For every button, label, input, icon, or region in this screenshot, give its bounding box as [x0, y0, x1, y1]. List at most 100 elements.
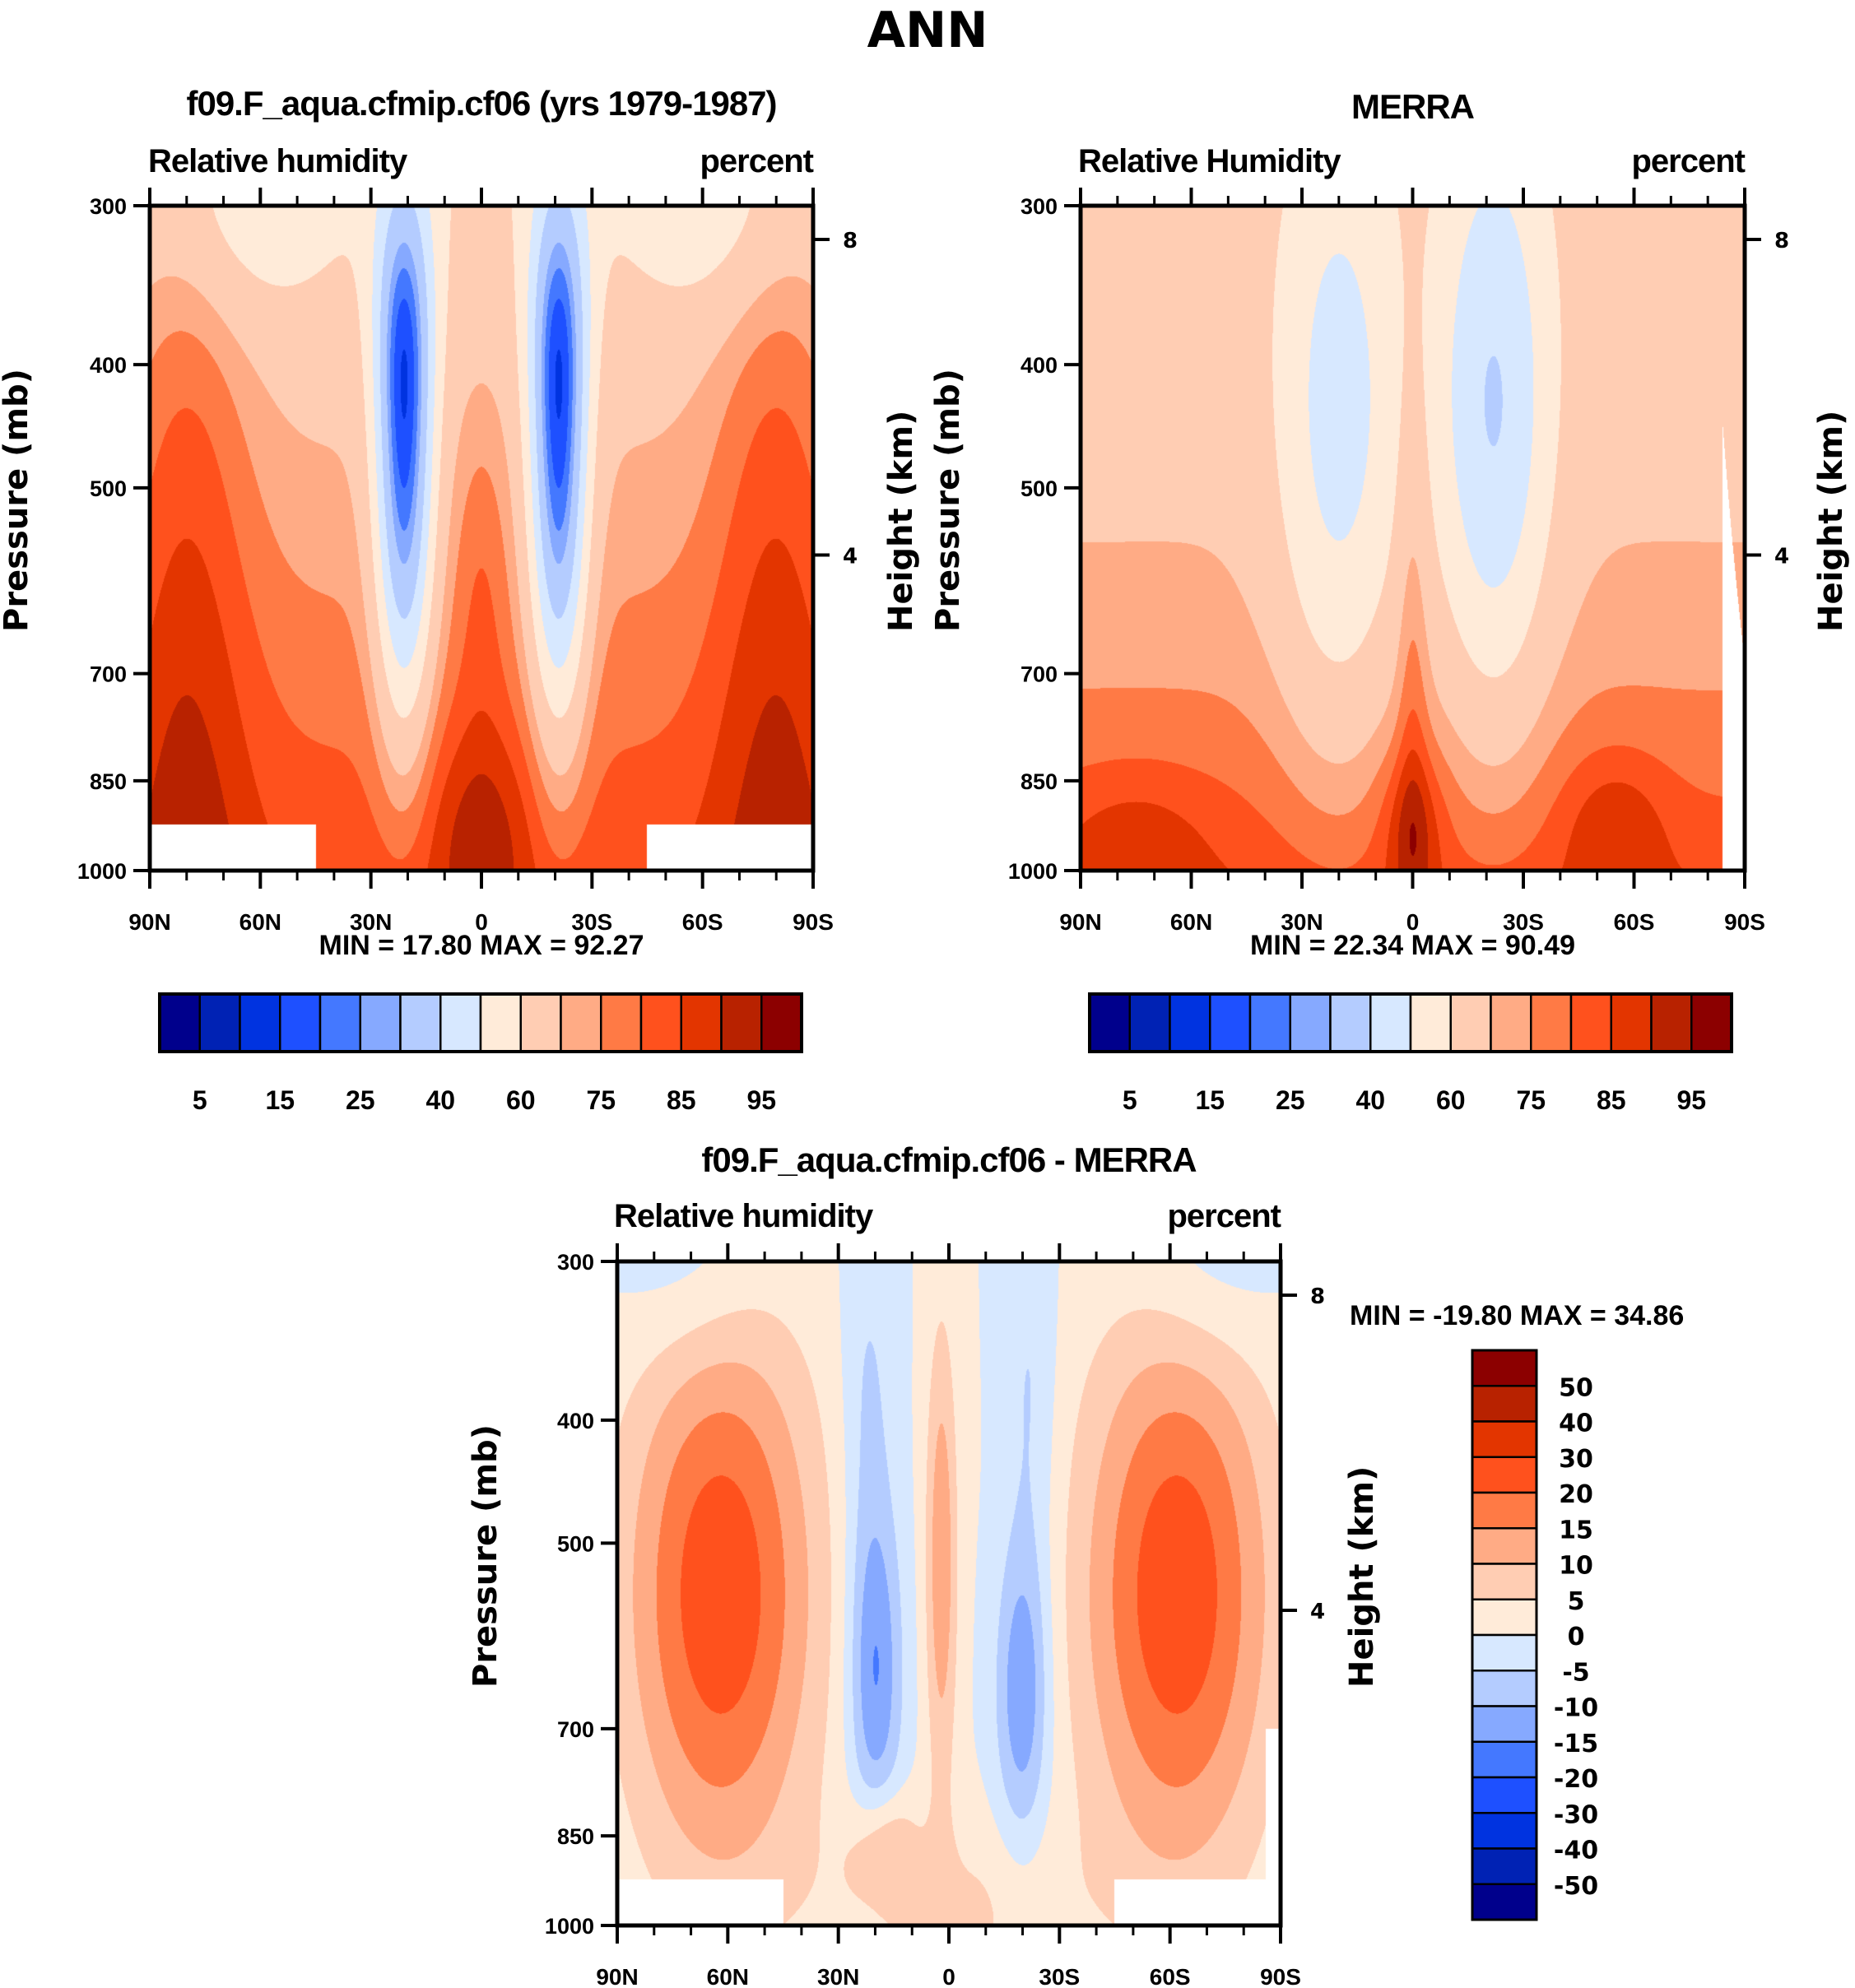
- x-tick-label: 30S: [571, 909, 612, 935]
- colorbar-label: 0: [1568, 1623, 1585, 1651]
- x-tick-label: 60S: [1614, 909, 1655, 935]
- colorbar-label: 15: [1195, 1085, 1225, 1115]
- y-tick-label: 850: [90, 769, 127, 794]
- colorbar-swatch: [1471, 1456, 1538, 1494]
- colorbar-label: 85: [667, 1085, 696, 1115]
- x-tick-label: 60S: [1150, 1964, 1191, 1988]
- min-max-label: MIN = -19.80 MAX = 34.86: [1350, 1300, 1685, 1331]
- colorbar-swatch: [1471, 1420, 1538, 1458]
- y-tick-label: 500: [557, 1531, 594, 1556]
- x-tick-label: 0: [475, 909, 488, 935]
- colorbar-label: 95: [1676, 1085, 1706, 1115]
- colorbar-label: 20: [1559, 1480, 1593, 1509]
- min-max-label: MIN = 17.80 MAX = 92.27: [318, 930, 644, 961]
- y-tick-label: 400: [90, 353, 127, 378]
- x-tick-label: 0: [942, 1964, 955, 1988]
- y-right-tick-label: 8: [1310, 1284, 1325, 1309]
- contour-field: [150, 206, 813, 871]
- panel-title: f09.F_aqua.cfmip.cf06 (yrs 1979-1987): [186, 84, 777, 123]
- colorbar-swatch: [1471, 1705, 1538, 1743]
- x-tick-label: 60N: [239, 909, 281, 935]
- y-tick-label: 1000: [77, 859, 127, 884]
- colorbar-frame: [158, 992, 803, 1053]
- colorbar-swatch: [318, 992, 361, 1053]
- x-tick-label: 90N: [128, 909, 170, 935]
- colorbar-label: 50: [1559, 1373, 1593, 1402]
- colorbar-swatch: [1471, 1563, 1538, 1600]
- colorbar-swatch: [1471, 1670, 1538, 1707]
- y-right-tick-label: 4: [1310, 1600, 1325, 1624]
- colorbar-frame: [1088, 992, 1733, 1053]
- colorbar-label: 10: [1559, 1552, 1593, 1581]
- x-tick-label: 0: [1406, 909, 1420, 935]
- x-tick-label: 30S: [1039, 1964, 1080, 1988]
- y-right-tick-label: 8: [1774, 229, 1789, 253]
- colorbar-swatch: [1471, 1740, 1538, 1779]
- y-tick-label: 400: [557, 1409, 594, 1433]
- colorbar-swatch: [1471, 1385, 1538, 1423]
- units-label: percent: [1631, 143, 1746, 179]
- colorbar-label: 25: [1276, 1085, 1305, 1115]
- colorbar-swatch: [1471, 1776, 1538, 1814]
- colorbar-frame: [1471, 1349, 1538, 1921]
- colorbar-swatch: [399, 992, 442, 1053]
- panel-title: MERRA: [1351, 87, 1475, 126]
- contour-field: [1081, 206, 1745, 871]
- colorbar-label: 25: [346, 1085, 375, 1115]
- colorbar-label: 75: [586, 1085, 616, 1115]
- variable-label: Relative Humidity: [1078, 143, 1341, 179]
- colorbar-label: 15: [265, 1085, 295, 1115]
- colorbar-label: 5: [1568, 1587, 1585, 1616]
- y-tick-label: 850: [1020, 769, 1058, 794]
- colorbar-label: 5: [1123, 1085, 1137, 1115]
- colorbar-swatch: [1471, 1883, 1538, 1921]
- y-tick-label: 700: [1020, 662, 1058, 687]
- x-tick-label: 30S: [1503, 909, 1544, 935]
- colorbar-label: 85: [1597, 1085, 1626, 1115]
- colorbar-label: -10: [1554, 1694, 1598, 1723]
- y-tick-label: 400: [1020, 353, 1058, 378]
- colorbar-swatch: [1471, 1812, 1538, 1850]
- y-right-tick-label: 4: [1774, 545, 1789, 569]
- min-max-label: MIN = 22.34 MAX = 90.49: [1250, 930, 1575, 961]
- colorbar-label: -20: [1554, 1765, 1598, 1794]
- colorbar-swatch: [1248, 992, 1291, 1053]
- colorbar-label: -40: [1554, 1837, 1598, 1865]
- colorbar-label: 95: [746, 1085, 776, 1115]
- colorbar-label: 15: [1559, 1516, 1593, 1544]
- y-tick-label: 1000: [545, 1914, 594, 1939]
- x-tick-label: 30N: [1281, 909, 1323, 935]
- colorbar-swatch: [1471, 1349, 1538, 1387]
- colorbar-swatch: [680, 992, 723, 1053]
- colorbar-swatch: [1471, 1633, 1538, 1672]
- colorbar-label: 60: [506, 1085, 536, 1115]
- x-tick-label: 60N: [707, 1964, 749, 1988]
- y-right-tick-label: 8: [843, 229, 858, 253]
- colorbar-label: 60: [1436, 1085, 1466, 1115]
- x-tick-label: 60N: [1170, 909, 1212, 935]
- colorbar-swatch: [1471, 1598, 1538, 1637]
- y-tick-label: 850: [557, 1824, 594, 1849]
- panel-title: f09.F_aqua.cfmip.cf06 - MERRA: [701, 1140, 1197, 1179]
- y-tick-label: 300: [1020, 194, 1058, 219]
- x-tick-label: 30N: [817, 1964, 859, 1988]
- colorbar-swatch: [1471, 1527, 1538, 1565]
- figure-title: ANN: [867, 2, 988, 59]
- colorbar-label: 30: [1559, 1445, 1593, 1474]
- units-label: percent: [700, 143, 814, 179]
- colorbar-label: 40: [1559, 1410, 1593, 1438]
- colorbar-label: 5: [193, 1085, 207, 1115]
- x-tick-label: 60S: [682, 909, 723, 935]
- y-tick-label: 1000: [1008, 859, 1058, 884]
- colorbar-label: -5: [1562, 1658, 1589, 1687]
- colorbar-label: 40: [1355, 1085, 1385, 1115]
- colorbar-label: -50: [1554, 1872, 1598, 1901]
- y-tick-label: 500: [90, 476, 127, 501]
- x-tick-label: 90S: [793, 909, 834, 935]
- variable-label: Relative humidity: [148, 143, 407, 179]
